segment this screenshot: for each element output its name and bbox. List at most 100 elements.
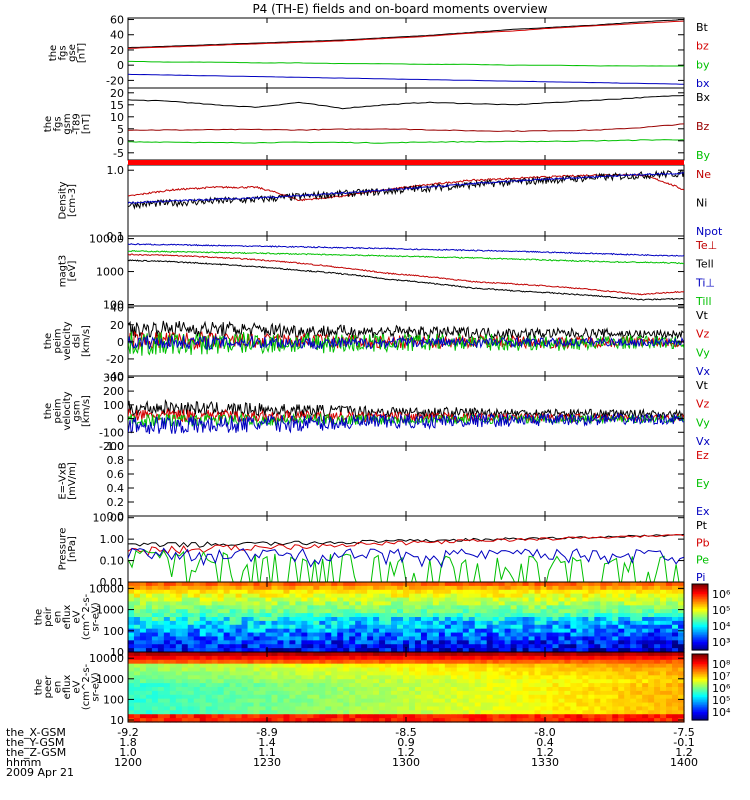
peir-en-eflux-cell	[432, 617, 440, 622]
peir-en-eflux-cell	[408, 601, 416, 606]
peer-en-eflux-cell	[600, 694, 607, 700]
peer-en-eflux-cell	[438, 698, 446, 704]
peir-en-eflux-cell	[187, 632, 195, 638]
peir-en-eflux-cell	[361, 632, 368, 638]
peir-en-eflux-cell	[157, 636, 165, 641]
peir-en-eflux-cell	[498, 593, 506, 599]
peer-en-eflux-cell	[492, 694, 500, 700]
peir-en-eflux-cell	[468, 648, 476, 653]
peir-en-eflux-cell	[456, 628, 464, 634]
peer-en-eflux-cell	[618, 687, 625, 692]
peer-en-eflux-cell	[480, 710, 488, 715]
peir-en-eflux-cell	[253, 593, 261, 599]
peir-en-eflux-cell	[217, 620, 225, 626]
peir-en-eflux-cell	[426, 628, 434, 634]
peer-en-eflux-cell	[570, 714, 577, 719]
peer-en-eflux-cell	[307, 698, 314, 704]
peer-en-eflux-cell	[612, 659, 619, 665]
peer-en-eflux-cell	[139, 694, 147, 700]
peir-en-eflux-cell	[510, 624, 518, 630]
peir-en-eflux-cell	[576, 597, 583, 603]
peer-en-eflux-cell	[540, 655, 548, 661]
peir-en-eflux-cell	[408, 582, 416, 587]
peir-en-eflux-cell	[319, 593, 326, 599]
peir-en-eflux-cell	[414, 644, 422, 649]
peir-en-eflux-cell	[630, 597, 637, 603]
peir-en-eflux-cell	[588, 609, 595, 614]
peer-en-eflux-cell	[253, 690, 261, 696]
pressure-frame	[127, 515, 685, 583]
peir-en-eflux-cell	[474, 589, 482, 595]
peir-en-eflux-cell	[211, 597, 219, 603]
peer-en-eflux-cell	[426, 679, 434, 684]
peir-en-eflux-cell	[546, 628, 554, 634]
peer-en-eflux-cell	[295, 710, 302, 715]
peer-en-eflux-cell	[438, 714, 446, 719]
peir-en-eflux-cell	[343, 601, 350, 606]
peir-en-eflux-cell	[564, 593, 572, 599]
peer-en-eflux-cell	[480, 687, 488, 692]
peer-en-eflux-cell	[151, 702, 159, 708]
peir-en-eflux-cell	[128, 636, 135, 641]
peer-en-eflux-cell	[660, 698, 667, 704]
peer-en-eflux-cell	[199, 659, 207, 665]
peir-en-eflux-cell	[229, 620, 237, 626]
peir-en-eflux-cell	[301, 613, 308, 618]
peer-en-eflux-cell	[540, 671, 548, 676]
peir-en-eflux-cell	[534, 628, 542, 634]
peer-en-eflux-cell	[289, 694, 296, 700]
peir-en-eflux-cell	[169, 648, 177, 653]
peir-en-eflux-cell	[414, 589, 422, 595]
peer-en-eflux-cell	[444, 710, 452, 715]
peir-en-eflux-cell	[205, 624, 213, 630]
peir-en-eflux-cell	[552, 597, 560, 603]
peer-en-eflux-cell	[367, 679, 374, 684]
peer-en-eflux-cell	[331, 710, 338, 715]
peer-en-eflux-cell	[636, 690, 643, 696]
peer-en-eflux-cell	[450, 667, 458, 673]
peir-en-eflux-cell	[456, 589, 464, 595]
peir-en-eflux-cell	[414, 632, 422, 638]
peer-en-eflux-cell	[582, 679, 589, 684]
peer-en-eflux-cell	[133, 698, 141, 704]
peer-en-eflux-cell	[456, 655, 464, 661]
peir-en-eflux-cell	[624, 589, 631, 595]
peir-en-eflux-cell	[133, 644, 141, 649]
peir-en-eflux-cell	[648, 582, 655, 587]
peer-en-eflux-cell	[414, 667, 422, 673]
peir-en-eflux-cell	[259, 620, 267, 626]
peir-en-eflux-cell	[223, 640, 231, 645]
peir-en-eflux-cell	[588, 605, 595, 610]
peir-en-eflux-cell	[223, 582, 231, 587]
peer-en-eflux-cell	[235, 698, 243, 704]
peer-en-eflux-cell	[151, 663, 159, 669]
peer-en-eflux-cell	[618, 655, 625, 661]
peer-en-eflux-cell	[295, 702, 302, 708]
peer-en-eflux-cell	[229, 694, 237, 700]
peer-en-eflux-colorbar-cell	[692, 673, 708, 677]
peir-en-eflux-cell	[271, 644, 279, 649]
peer-en-eflux-cell	[247, 675, 255, 680]
peir-en-eflux-cell	[594, 601, 601, 606]
peir-en-eflux-cell	[594, 640, 601, 645]
peir-en-eflux-cell	[648, 640, 655, 645]
peer-en-eflux-cell	[397, 690, 404, 696]
peer-en-eflux-cell	[564, 710, 572, 715]
peir-en-eflux-cell	[331, 628, 338, 634]
peer-en-eflux-colorbar-cell	[692, 687, 708, 690]
peir-en-eflux-cell	[403, 636, 410, 641]
peir-en-eflux-cell	[426, 589, 434, 595]
peir-en-eflux-cell	[145, 628, 153, 634]
peir-en-eflux-cell	[570, 601, 577, 606]
peer-en-eflux-cell	[355, 698, 362, 704]
peir-en-eflux-cell	[654, 644, 661, 649]
peir-en-eflux-cell	[355, 605, 362, 610]
peer-en-eflux-cell	[199, 683, 207, 688]
peer-en-eflux-cell	[654, 679, 661, 684]
peir-en-eflux-cell	[498, 589, 506, 595]
peir-en-eflux-cell	[564, 628, 572, 634]
peer-en-eflux-cell	[283, 698, 291, 704]
peer-en-eflux-cell	[283, 671, 291, 676]
peir-en-eflux-cell	[420, 609, 428, 614]
peir-en-eflux-cell	[128, 605, 135, 610]
